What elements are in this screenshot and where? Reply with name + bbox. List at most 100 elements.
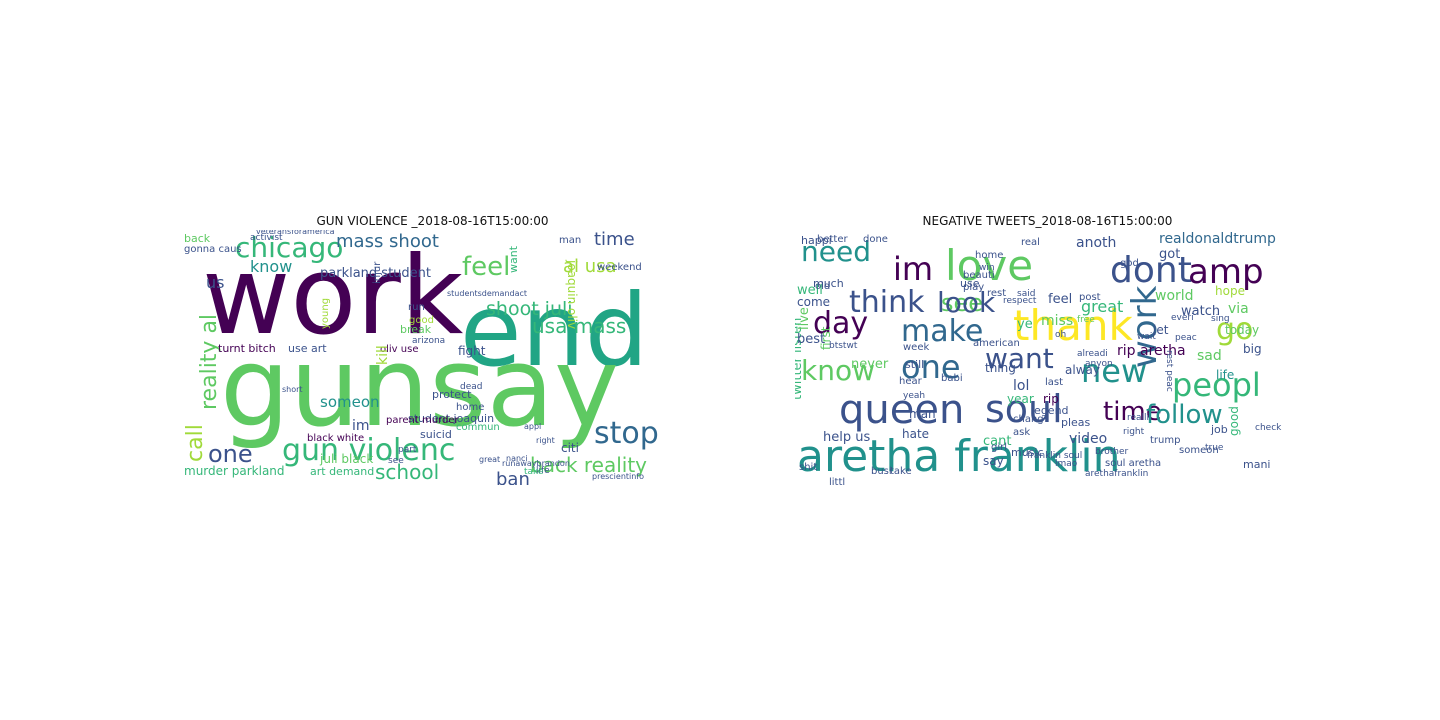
word-right-good: good xyxy=(1227,406,1241,436)
word-right-rest: rest xyxy=(987,288,1006,299)
word-right-anoth: anoth xyxy=(1076,235,1116,251)
word-right-chang: chang xyxy=(1013,414,1044,425)
word-right-play: play xyxy=(963,282,984,293)
word-left-work: work xyxy=(202,234,464,359)
word-right-done: done xyxy=(863,234,888,245)
word-right-man: man xyxy=(909,407,936,421)
word-right-got: got xyxy=(1159,247,1180,262)
word-right-realli: realli xyxy=(1127,413,1149,423)
word-right-im: im xyxy=(893,250,933,288)
word-left-feel: feel xyxy=(462,252,510,282)
word-right-cant: cant xyxy=(983,434,1011,449)
word-right-arethafranklin: arethafranklin xyxy=(1085,469,1148,479)
word-left-mass-shoot: mass shoot xyxy=(336,231,439,252)
word-left-runawaybrandon: runawaybrandon xyxy=(502,459,570,468)
word-right-ye: ye xyxy=(1017,317,1033,332)
word-left-suicid: suicid xyxy=(420,428,452,441)
word-right-live: live xyxy=(797,307,812,330)
word-right-peopl: peopl xyxy=(1172,366,1261,404)
word-right-week: week xyxy=(903,342,929,353)
right-panel-title: NEGATIVE TWEETS_2018-08-16T15:00:00 xyxy=(922,214,1173,228)
word-left-injur: injur xyxy=(372,261,383,284)
word-left-oliv-use: oliv use xyxy=(380,344,418,355)
word-right-hate: hate xyxy=(902,427,929,441)
word-left-juli-black: juli black xyxy=(319,452,373,466)
word-right-much: much xyxy=(813,277,844,290)
word-right-sing: sing xyxy=(1211,314,1230,324)
word-right-see: see xyxy=(941,289,983,317)
word-left-al-usa: al usa xyxy=(563,256,617,277)
word-right-someon: someon xyxy=(1179,445,1219,456)
word-right-soul-aretha: soul aretha xyxy=(1105,458,1161,469)
word-right-make: make xyxy=(901,314,983,349)
word-right-true: true xyxy=(1205,443,1224,453)
word-right-free: free xyxy=(1077,315,1095,325)
word-left-veteransforamerica: veteransforamerica xyxy=(256,230,335,236)
word-right-love: love xyxy=(945,241,1033,290)
word-left-kill: kill xyxy=(375,345,391,365)
word-left-one: one xyxy=(208,440,253,468)
word-left-parent-murder: parent murder xyxy=(386,415,459,426)
word-right-last: last xyxy=(1045,377,1063,388)
word-right-legend: legend xyxy=(1031,404,1069,417)
word-left-parkland-student: parkland student xyxy=(320,266,431,281)
word-right-rip-aretha: rip aretha xyxy=(1117,343,1186,359)
word-right-busi: busi xyxy=(871,466,892,477)
word-left-us: us xyxy=(206,273,224,292)
word-right-new: new xyxy=(1081,352,1147,390)
word-right-music: music xyxy=(1011,446,1044,459)
word-left-chicago: chicago xyxy=(235,231,343,264)
word-left-part: part xyxy=(398,445,417,455)
word-right-god: god xyxy=(1120,258,1139,269)
word-left-end: end xyxy=(460,272,648,389)
word-right-hear: hear xyxy=(899,376,923,387)
word-left-call: call xyxy=(183,424,208,462)
word-right-twitter-listen: twitter listen xyxy=(795,318,805,400)
word-right-oh: oh xyxy=(1055,330,1066,340)
word-right-work: work xyxy=(1125,285,1165,368)
word-left-im: im xyxy=(352,418,370,434)
word-left-nanci: nanci xyxy=(506,454,528,463)
word-right-say: say xyxy=(983,454,1004,468)
word-right-watch: watch xyxy=(1181,304,1220,319)
word-right-pleas: pleas xyxy=(1061,416,1091,429)
word-right-rip: rip xyxy=(1043,392,1059,406)
word-right-lmao: lmao xyxy=(1055,459,1078,469)
word-right-lol: lol xyxy=(1013,378,1029,394)
word-right-trump: trump xyxy=(1150,435,1180,446)
word-right-today: today xyxy=(1225,323,1259,337)
word-left-stop: stop xyxy=(594,416,659,451)
word-right-wait: wait xyxy=(1137,332,1156,342)
word-right-queen: queen xyxy=(839,387,964,433)
word-left-use-art: use art xyxy=(288,342,327,355)
word-left-time: time xyxy=(594,230,635,250)
word-left-back-reality: back reality xyxy=(530,453,647,477)
word-right-respect: respect xyxy=(1003,296,1037,306)
word-left-citi: citi xyxy=(561,441,579,455)
word-right-video: video xyxy=(1069,431,1107,447)
word-right-aretha-franklin: aretha franklin xyxy=(797,431,1121,482)
word-right-dont: dont xyxy=(1110,250,1192,291)
word-left-home: home xyxy=(456,402,484,413)
word-left-protect: protect xyxy=(432,388,472,401)
word-right-know: know xyxy=(801,354,875,387)
word-right-alreadi: alreadi xyxy=(1077,349,1108,359)
word-right-help-us: help us xyxy=(823,430,870,445)
word-right-let: let xyxy=(1153,323,1169,337)
word-right-come: come xyxy=(797,295,830,309)
word-right-brother: brother xyxy=(1095,447,1128,457)
word-right-job: job xyxy=(1210,423,1228,436)
word-right-soul: soul xyxy=(985,387,1063,431)
word-right-win: win xyxy=(979,263,995,273)
word-left-joaquin-oliv: joaquin oliv xyxy=(565,259,579,329)
word-right-never: never xyxy=(851,357,889,372)
word-left-gunsay: gunsay xyxy=(220,323,619,451)
word-left-black-white: black white xyxy=(307,433,364,444)
word-left-know: know xyxy=(250,257,292,276)
word-left-ban: ban xyxy=(496,469,530,485)
word-right-go: go xyxy=(1216,312,1253,347)
word-right-real: real xyxy=(1021,237,1040,248)
word-right-babi: babi xyxy=(941,373,963,384)
word-left-weekend: weekend xyxy=(597,262,642,273)
